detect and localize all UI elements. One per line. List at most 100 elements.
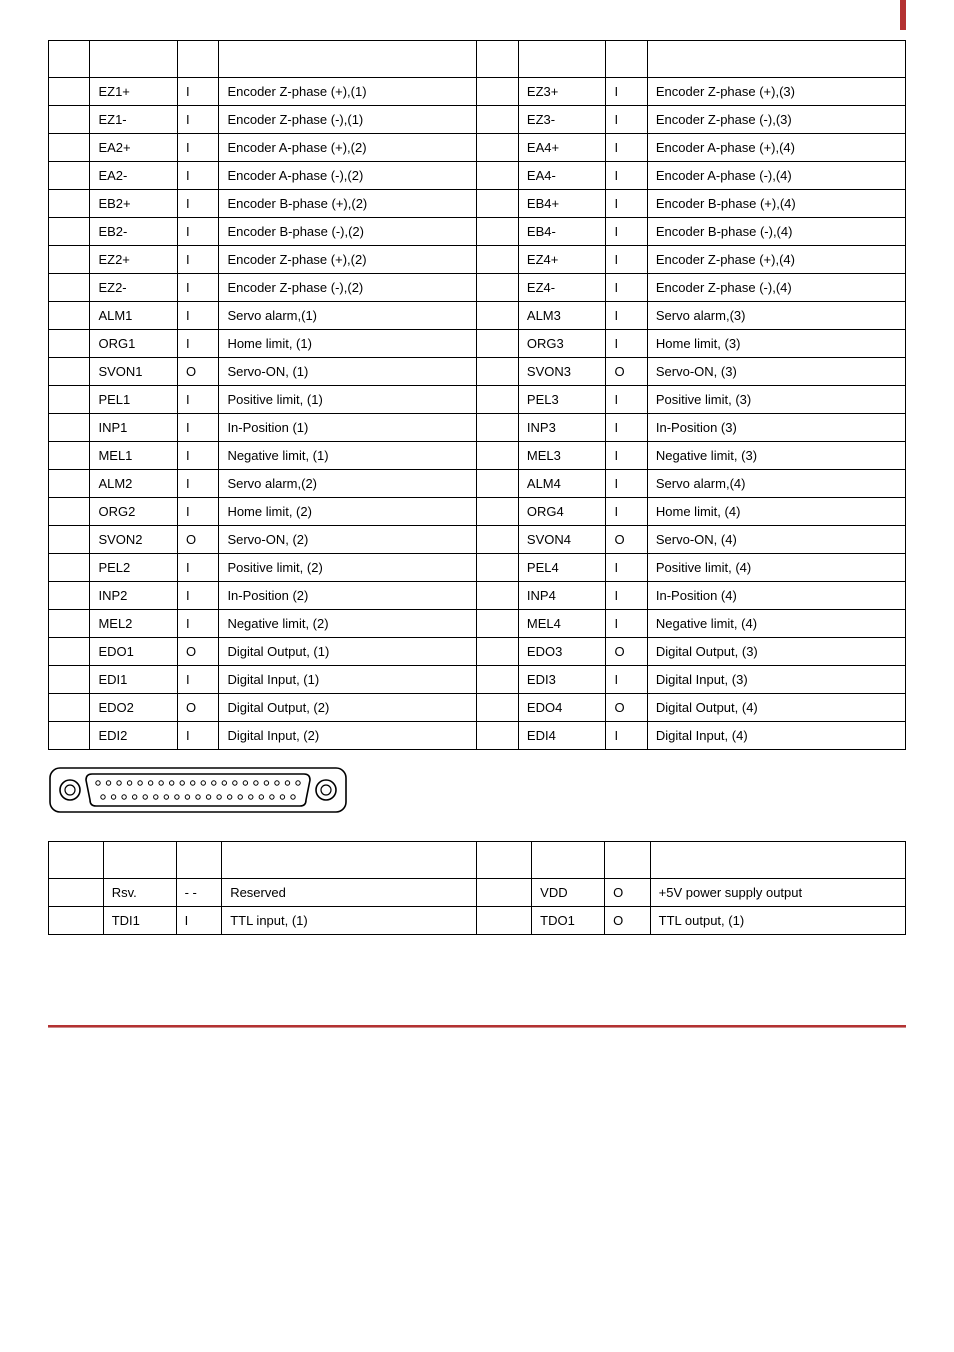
table-cell (49, 274, 90, 302)
table-cell: Servo alarm,(3) (647, 302, 905, 330)
table-cell: I (606, 582, 647, 610)
connector-diagram (48, 766, 906, 817)
table-cell: EA4+ (518, 134, 606, 162)
table-cell (477, 498, 518, 526)
table-row: MEL2INegative limit, (2)MEL4INegative li… (49, 610, 906, 638)
table-cell: MEL2 (90, 610, 178, 638)
table-cell: I (606, 722, 647, 750)
table-cell: In-Position (4) (647, 582, 905, 610)
table-cell: Encoder Z-phase (-),(4) (647, 274, 905, 302)
table-cell: Home limit, (4) (647, 498, 905, 526)
table-cell: Encoder A-phase (+),(2) (219, 134, 477, 162)
table-cell (49, 134, 90, 162)
table-cell (49, 218, 90, 246)
table-cell: I (606, 106, 647, 134)
table-row: EDO2ODigital Output, (2)EDO4ODigital Out… (49, 694, 906, 722)
table-cell: SVON3 (518, 358, 606, 386)
table-cell: +5V power supply output (650, 879, 905, 907)
table-cell: VDD (532, 879, 605, 907)
table-cell: Digital Input, (1) (219, 666, 477, 694)
table-cell: Digital Output, (4) (647, 694, 905, 722)
table-row: ORG1IHome limit, (1)ORG3IHome limit, (3) (49, 330, 906, 358)
table-cell: Servo alarm,(2) (219, 470, 477, 498)
table-cell: TTL output, (1) (650, 907, 905, 935)
table-cell: PEL4 (518, 554, 606, 582)
table-row: EB2-IEncoder B-phase (-),(2)EB4-IEncoder… (49, 218, 906, 246)
table-cell: Positive limit, (3) (647, 386, 905, 414)
table-cell (477, 386, 518, 414)
table-cell: I (177, 78, 218, 106)
table-cell: Servo alarm,(1) (219, 302, 477, 330)
table-cell: Digital Output, (3) (647, 638, 905, 666)
table-row: EDI1IDigital Input, (1)EDI3IDigital Inpu… (49, 666, 906, 694)
table-cell (49, 498, 90, 526)
table-cell (49, 302, 90, 330)
table-cell: I (606, 498, 647, 526)
table-cell: EDO2 (90, 694, 178, 722)
table-cell: I (606, 274, 647, 302)
table-cell: I (177, 302, 218, 330)
table-cell: INP2 (90, 582, 178, 610)
table-cell: I (177, 414, 218, 442)
table-row: PEL2IPositive limit, (2)PEL4IPositive li… (49, 554, 906, 582)
table-cell: I (606, 330, 647, 358)
table-cell: Servo-ON, (2) (219, 526, 477, 554)
table-cell: I (177, 134, 218, 162)
table-cell: I (606, 610, 647, 638)
table-cell: Negative limit, (1) (219, 442, 477, 470)
table-cell: Negative limit, (4) (647, 610, 905, 638)
table-cell (477, 330, 518, 358)
table-cell: INP1 (90, 414, 178, 442)
table-cell: I (177, 330, 218, 358)
table-cell: I (606, 162, 647, 190)
table-cell: EA2+ (90, 134, 178, 162)
table-cell: EA4- (518, 162, 606, 190)
table-cell (49, 666, 90, 694)
table-cell (49, 414, 90, 442)
table-cell (477, 106, 518, 134)
table-cell: SVON4 (518, 526, 606, 554)
table-cell: SVON1 (90, 358, 178, 386)
table-cell: Positive limit, (4) (647, 554, 905, 582)
table-cell: ALM1 (90, 302, 178, 330)
table-cell (49, 190, 90, 218)
table-row: EZ1+IEncoder Z-phase (+),(1)EZ3+IEncoder… (49, 78, 906, 106)
table-row: ORG2IHome limit, (2)ORG4IHome limit, (4) (49, 498, 906, 526)
table-cell: Encoder Z-phase (+),(4) (647, 246, 905, 274)
table-cell (49, 722, 90, 750)
table-cell: Encoder B-phase (-),(4) (647, 218, 905, 246)
table-cell: EDO1 (90, 638, 178, 666)
table-cell: Home limit, (2) (219, 498, 477, 526)
table-cell (477, 470, 518, 498)
table-cell: Encoder B-phase (+),(2) (219, 190, 477, 218)
table-cell (49, 526, 90, 554)
table-cell: Digital Output, (1) (219, 638, 477, 666)
table-cell: EZ2+ (90, 246, 178, 274)
table-row: EA2-IEncoder A-phase (-),(2)EA4-IEncoder… (49, 162, 906, 190)
table-cell: EZ1- (90, 106, 178, 134)
table-cell: O (606, 694, 647, 722)
table-cell: I (606, 246, 647, 274)
table-cell: MEL1 (90, 442, 178, 470)
table-cell (477, 442, 518, 470)
table-cell: Servo-ON, (4) (647, 526, 905, 554)
table-cell (477, 666, 518, 694)
table-cell: EDI4 (518, 722, 606, 750)
table-cell: ALM3 (518, 302, 606, 330)
table-row: EDO1ODigital Output, (1)EDO3ODigital Out… (49, 638, 906, 666)
table-cell: ORG2 (90, 498, 178, 526)
table-cell: O (605, 907, 651, 935)
table-cell: I (177, 246, 218, 274)
table-cell: Servo-ON, (1) (219, 358, 477, 386)
table-cell: Positive limit, (2) (219, 554, 477, 582)
table-cell: EDI1 (90, 666, 178, 694)
table-cell: I (177, 386, 218, 414)
table-cell (477, 879, 532, 907)
table-cell (477, 638, 518, 666)
table-cell: Digital Input, (3) (647, 666, 905, 694)
table-cell: In-Position (2) (219, 582, 477, 610)
table-header-row (49, 41, 906, 78)
table-cell: Encoder Z-phase (+),(1) (219, 78, 477, 106)
table-cell: ALM2 (90, 470, 178, 498)
table-cell: Encoder A-phase (-),(4) (647, 162, 905, 190)
